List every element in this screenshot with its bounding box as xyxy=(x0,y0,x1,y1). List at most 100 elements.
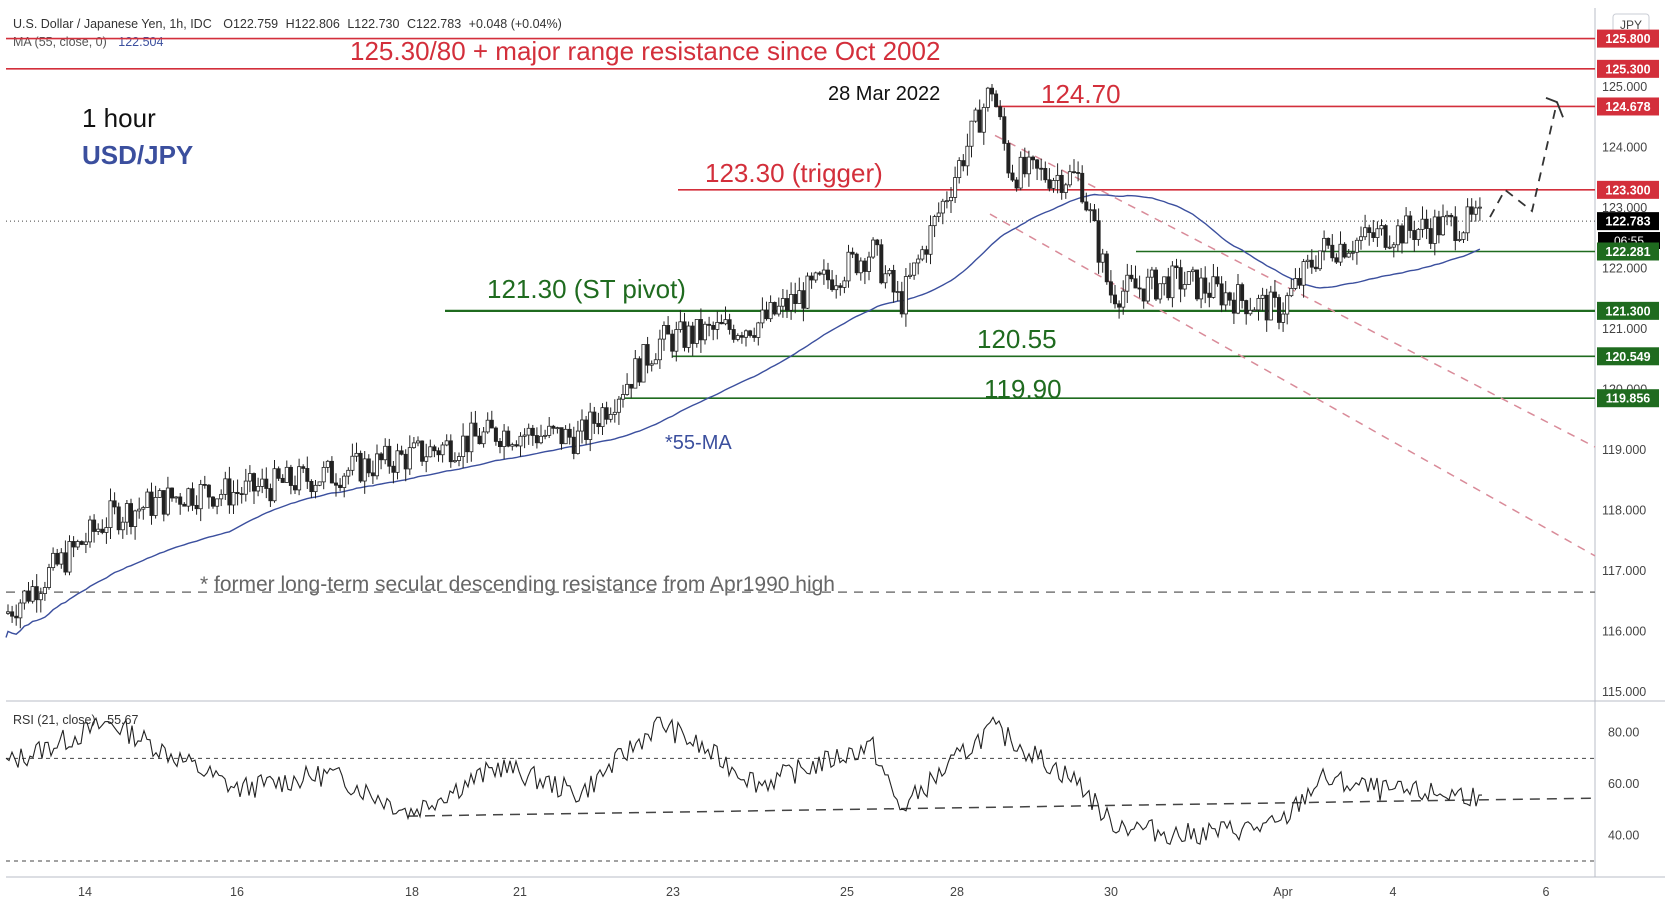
candle-body xyxy=(1387,246,1392,249)
candle-body xyxy=(739,335,744,338)
candle-body xyxy=(756,322,761,338)
candle-body xyxy=(1149,269,1154,278)
candle-body xyxy=(1449,214,1454,218)
candle-body xyxy=(887,269,892,275)
candle-body xyxy=(879,244,884,284)
candle-body xyxy=(18,602,23,619)
candle-body xyxy=(1272,291,1277,298)
candle-body xyxy=(469,422,474,453)
candle-body xyxy=(415,440,420,444)
candle-body xyxy=(493,427,498,442)
candle-body xyxy=(420,440,425,462)
candle-body xyxy=(432,446,437,452)
candle-body xyxy=(575,430,580,454)
level-tag-label: 122.281 xyxy=(1605,245,1650,259)
channel-upper xyxy=(994,134,1596,448)
candle-body xyxy=(1436,216,1441,236)
candle-body xyxy=(592,411,597,424)
high-date-label: 28 Mar 2022 xyxy=(828,83,940,105)
candle-body xyxy=(256,486,261,492)
symbol-title: U.S. Dollar / Japanese Yen, 1h, IDC O122… xyxy=(13,17,562,31)
x-tick-label: 6 xyxy=(1543,885,1550,899)
candle-body xyxy=(916,258,921,264)
candle-body xyxy=(108,500,113,528)
candle-body xyxy=(210,496,215,507)
candle-body xyxy=(497,441,502,447)
candle-body xyxy=(411,442,416,449)
candle-body xyxy=(301,466,306,469)
candle-body xyxy=(793,294,798,304)
candle-body xyxy=(1359,236,1364,241)
candle-body xyxy=(1063,184,1068,193)
candle-body xyxy=(621,394,626,400)
candle-body xyxy=(1240,284,1245,301)
candle-body xyxy=(789,294,794,311)
candle-body xyxy=(1104,253,1109,283)
candle-body xyxy=(1227,292,1232,301)
candle-body xyxy=(1145,276,1150,302)
candle-body xyxy=(198,484,203,510)
y-tick-label: 121.000 xyxy=(1602,322,1647,336)
candle-body xyxy=(489,419,494,429)
candle-body xyxy=(571,436,576,454)
candle-body xyxy=(990,87,995,95)
candle-body xyxy=(169,487,174,499)
candle-body xyxy=(1039,167,1044,170)
candle-body xyxy=(1424,218,1429,229)
candle-body xyxy=(596,423,601,428)
level-tag xyxy=(1597,59,1659,78)
candle-body xyxy=(383,445,388,461)
candle-body xyxy=(1326,237,1331,246)
candle-body xyxy=(120,521,125,531)
candle-body xyxy=(22,590,27,604)
candle-body xyxy=(1006,143,1011,174)
candle-body xyxy=(895,291,900,293)
candle-body xyxy=(112,500,117,508)
candle-body xyxy=(481,431,486,445)
candle-body xyxy=(1281,313,1286,323)
rsi-series xyxy=(5,716,1596,862)
candle-body xyxy=(161,490,166,515)
candle-body xyxy=(973,109,978,122)
support-2-label: 119.90 xyxy=(984,374,1062,404)
candle-body xyxy=(813,272,818,281)
candle-body xyxy=(1371,232,1376,238)
candle-body xyxy=(1108,281,1113,296)
rsi-y-tick-label: 80.00 xyxy=(1608,726,1639,740)
ma55-line xyxy=(5,193,1481,638)
candle-body xyxy=(666,325,671,335)
y-tick-label: 115.000 xyxy=(1602,685,1646,699)
candle-body xyxy=(1268,291,1273,321)
support-1-label: 120.55 xyxy=(977,324,1057,354)
candle-body xyxy=(842,280,847,288)
candle-body xyxy=(1428,228,1433,244)
level-tag-label: 120.549 xyxy=(1605,350,1650,364)
candle-body xyxy=(1313,266,1318,270)
candle-body xyxy=(567,428,572,438)
candle-body xyxy=(805,275,810,309)
y-tick-label: 116.000 xyxy=(1602,625,1646,639)
candle-body xyxy=(202,484,207,486)
rsi-path xyxy=(5,716,1482,846)
candle-body xyxy=(272,468,277,502)
candle-body xyxy=(395,450,400,473)
major-resistance-label: 125.30/80 + major range resistance since… xyxy=(350,36,940,66)
candle-body xyxy=(1129,274,1134,280)
candle-body xyxy=(1338,243,1343,263)
candle-body xyxy=(518,435,523,447)
candle-body xyxy=(1215,276,1220,285)
candle-body xyxy=(268,488,273,502)
candle-body xyxy=(14,615,19,619)
candle-body xyxy=(764,309,769,320)
candle-body xyxy=(981,107,986,133)
candle-body xyxy=(744,330,749,338)
candle-body xyxy=(309,480,314,493)
candle-body xyxy=(1301,261,1306,286)
candle-body xyxy=(977,109,982,133)
candle-body xyxy=(1100,253,1105,263)
candle-body xyxy=(1059,174,1064,193)
candle-body xyxy=(215,498,220,507)
candle-body xyxy=(1252,309,1257,312)
candle-body xyxy=(116,506,121,531)
